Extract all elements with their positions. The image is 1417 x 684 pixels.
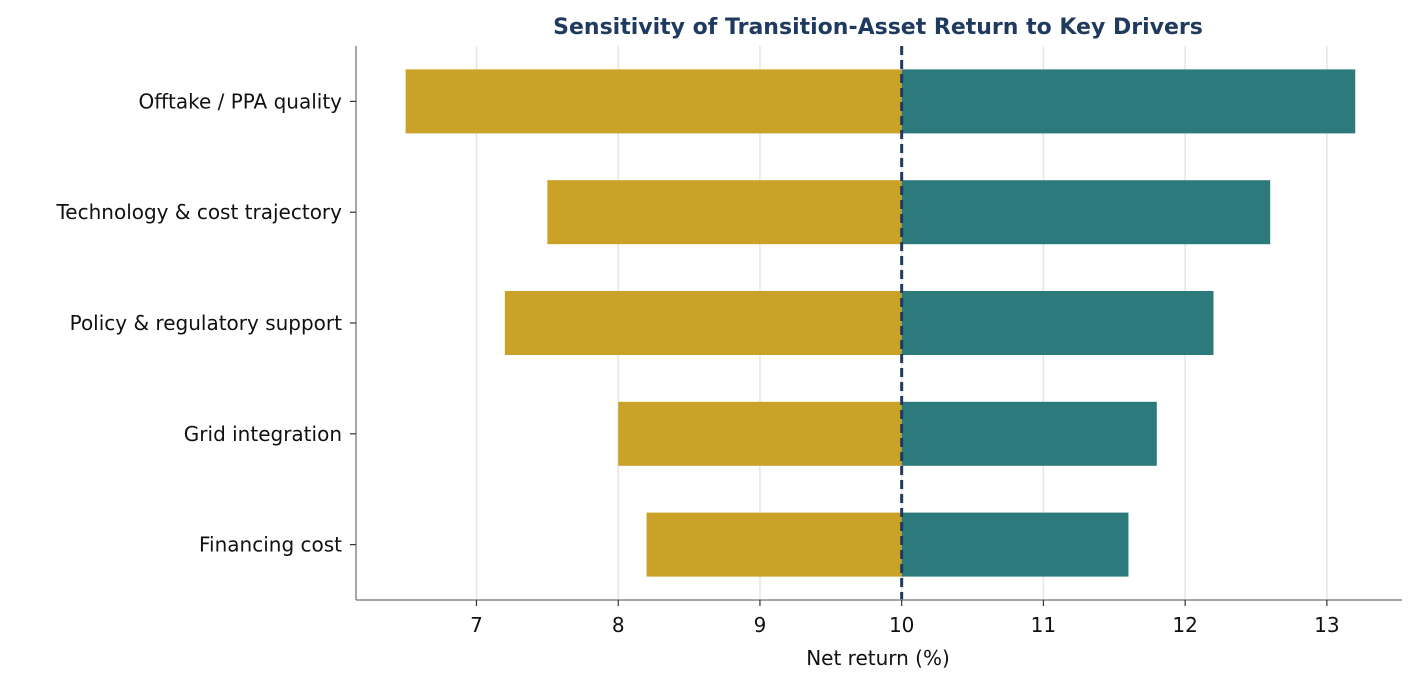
bar-low (618, 401, 902, 466)
bar-high (901, 69, 1356, 134)
bar-high (901, 291, 1214, 355)
x-tick-label: 7 (470, 613, 483, 637)
axes (350, 46, 1402, 606)
bars (405, 69, 1356, 577)
bar-high (901, 512, 1129, 577)
x-tick-label: 11 (1031, 613, 1056, 637)
category-label: Technology & cost trajectory (55, 200, 342, 224)
x-tick-label: 10 (889, 613, 914, 637)
x-tick-label: 13 (1314, 613, 1339, 637)
bar-low (547, 180, 902, 245)
x-tick-label: 9 (754, 613, 767, 637)
x-axis-label: Net return (%) (806, 646, 950, 670)
category-label: Policy & regulatory support (70, 311, 343, 335)
bar-low (405, 69, 902, 134)
category-label: Financing cost (199, 533, 342, 557)
chart-title: Sensitivity of Transition-Asset Return t… (553, 15, 1203, 40)
bar-high (901, 401, 1157, 466)
bar-low (646, 512, 902, 577)
bar-high (901, 180, 1271, 245)
category-label: Grid integration (184, 422, 342, 446)
bar-low (504, 291, 902, 355)
x-tick-label: 8 (612, 613, 625, 637)
x-tick-label: 12 (1172, 613, 1197, 637)
tick-labels: 7 8 9 10 11 12 13 Offtake / PPA quality Technolo… (55, 89, 1339, 637)
category-label: Offtake / PPA quality (138, 89, 342, 113)
